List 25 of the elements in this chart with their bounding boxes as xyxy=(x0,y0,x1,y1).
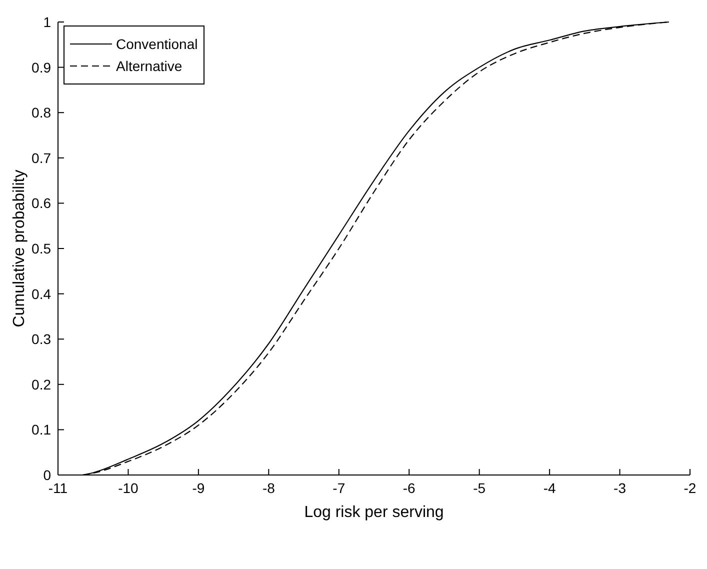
y-tick-label: 0.6 xyxy=(32,195,52,212)
y-tick-label: 0.1 xyxy=(32,422,52,438)
x-tick-label: -10 xyxy=(118,480,139,496)
legend-label: Alternative xyxy=(116,58,182,74)
x-tick-label: -2 xyxy=(684,480,696,496)
y-axis-title: Cumulative probability xyxy=(11,170,28,328)
x-tick-label: -3 xyxy=(614,480,626,496)
x-tick-label: -5 xyxy=(473,480,486,496)
y-tick-label: 0.4 xyxy=(32,286,52,302)
y-tick-label: 0.5 xyxy=(32,240,52,256)
y-tick-label: 0 xyxy=(43,467,52,483)
legend-label: Conventional xyxy=(116,36,198,52)
x-axis-title: Log risk per serving xyxy=(304,504,444,521)
x-tick-label: -4 xyxy=(543,480,556,496)
y-tick-label: 0.9 xyxy=(32,59,52,76)
y-tick-label: 1 xyxy=(43,14,52,30)
x-tick-label: -9 xyxy=(192,480,205,496)
y-tick-label: 0.7 xyxy=(32,150,52,166)
x-tick-label: -6 xyxy=(402,480,416,496)
x-tick-label: -7 xyxy=(332,480,346,496)
y-tick-label: 0.3 xyxy=(32,331,52,348)
y-tick-label: 0.2 xyxy=(32,376,52,392)
x-tick-label: -11 xyxy=(48,480,68,496)
y-tick-label: 0.8 xyxy=(32,104,52,121)
x-tick-label: -8 xyxy=(262,480,276,496)
